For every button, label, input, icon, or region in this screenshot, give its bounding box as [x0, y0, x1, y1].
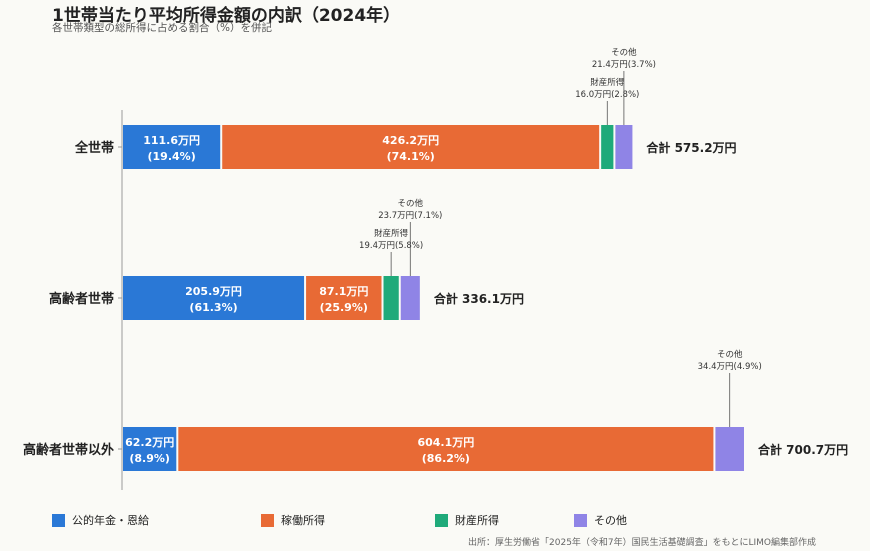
callout-label-all-other: 21.4万円(3.7%) [592, 60, 656, 70]
data-pct-non-elderly-pension: (8.9%) [129, 452, 170, 465]
callout-label-elderly-property: 19.4万円(5.8%) [359, 241, 423, 251]
data-pct-elderly-earned: (25.9%) [320, 301, 368, 314]
bar-elderly-property [383, 276, 399, 320]
bar-all-pension [123, 125, 221, 169]
data-label-all-pension: 111.6万円 [143, 134, 200, 147]
legend-item-property: 財産所得 [435, 512, 499, 528]
legend-label-earned: 稼働所得 [281, 514, 325, 527]
data-pct-all-pension: (19.4%) [148, 150, 196, 163]
bar-non-elderly-pension [123, 427, 177, 471]
callout-label-non-elderly-other: その他 [717, 349, 743, 360]
data-label-elderly-pension: 205.9万円 [185, 285, 242, 298]
legend-label-other: その他 [594, 514, 627, 527]
legend-label-property: 財産所得 [455, 514, 499, 527]
data-label-non-elderly-earned: 604.1万円 [417, 436, 474, 449]
legend-item-pension: 公的年金・恩給 [52, 512, 149, 528]
data-label-all-earned: 426.2万円 [382, 134, 439, 147]
category-label-elderly: 高齢者世帯 [49, 291, 114, 307]
total-label-all: 合計 575.2万円 [646, 140, 736, 155]
bar-elderly-other [400, 276, 420, 320]
legend-swatch-pension [52, 513, 65, 527]
bar-elderly-pension [123, 276, 305, 320]
source-note: 出所：厚生労働省「2025年（令和7年）国民生活基礎調査」をもとにLIMO編集部… [468, 538, 816, 548]
bar-non-elderly-other [715, 427, 744, 471]
callout-label-non-elderly-other: 34.4万円(4.9%) [698, 362, 762, 372]
legend-label-pension: 公的年金・恩給 [72, 514, 149, 527]
legend-swatch-property [435, 513, 448, 527]
callout-label-elderly-other: 23.7万円(7.1%) [378, 211, 442, 221]
bar-all-earned [222, 125, 600, 169]
bar-all-other [615, 125, 633, 169]
legend-swatch-other [574, 513, 587, 527]
callout-label-all-property: 16.0万円(2.8%) [575, 90, 639, 100]
legend-swatch-earned [261, 513, 274, 527]
category-label-non-elderly: 高齢者世帯以外 [23, 442, 114, 458]
data-pct-all-earned: (74.1%) [387, 150, 435, 163]
bar-non-elderly-earned [178, 427, 714, 471]
callout-label-all-property: 財産所得 [590, 77, 625, 88]
data-label-non-elderly-pension: 62.2万円 [125, 436, 174, 449]
category-label-all: 全世帯 [74, 140, 114, 156]
total-label-elderly: 合計 336.1万円 [434, 291, 524, 306]
callout-label-all-other: その他 [611, 47, 637, 58]
legend-item-earned: 稼働所得 [261, 512, 325, 528]
callout-label-elderly-property: 財産所得 [374, 228, 409, 239]
data-pct-elderly-pension: (61.3%) [189, 301, 237, 314]
bar-all-property [601, 125, 614, 169]
chart-title: 1世帯当たり平均所得金額の内訳（2024年） [52, 6, 401, 26]
callout-label-elderly-other: その他 [398, 198, 424, 209]
legend-item-other: その他 [574, 512, 627, 528]
bar-elderly-earned [306, 276, 382, 320]
data-label-elderly-earned: 87.1万円 [319, 285, 368, 298]
total-label-non-elderly: 合計 700.7万円 [758, 442, 848, 457]
chart-subtitle: 各世帯類型の総所得に占める割合（%）を併記 [52, 22, 272, 34]
data-pct-non-elderly-earned: (86.2%) [422, 452, 470, 465]
